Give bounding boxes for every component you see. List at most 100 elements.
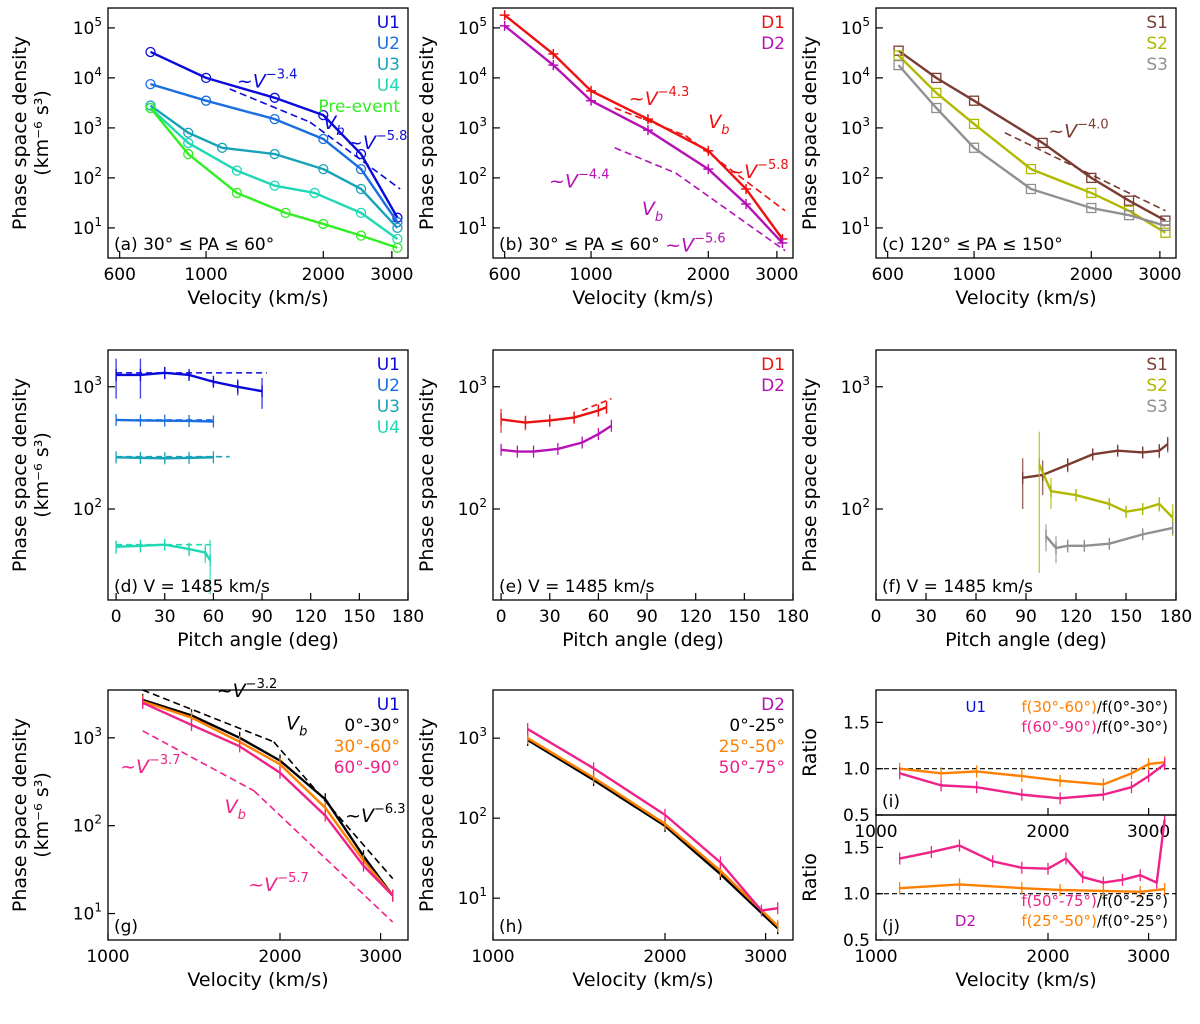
axes-frame bbox=[107, 7, 409, 259]
plot-area-c bbox=[893, 45, 1171, 238]
x-tick-label: 2000 bbox=[1026, 822, 1069, 842]
tick-base: 10 bbox=[841, 219, 863, 239]
tick-exponent: 2 bbox=[862, 496, 870, 510]
data-point bbox=[318, 163, 329, 175]
tick-base: 10 bbox=[458, 809, 480, 829]
plot-area-f bbox=[1021, 431, 1174, 573]
data-point bbox=[741, 199, 752, 210]
data-point bbox=[392, 222, 403, 234]
series-line bbox=[1022, 443, 1169, 479]
legend: D20°-25°25°-50°50°-75° bbox=[719, 695, 785, 778]
x-axis-label: Velocity (km/s) bbox=[955, 287, 1096, 309]
tick-base: 10 bbox=[458, 69, 480, 89]
x-axis-label: Pitch angle (deg) bbox=[945, 629, 1107, 651]
tick-base: 10 bbox=[73, 729, 95, 749]
tick-exponent: 3 bbox=[479, 374, 487, 388]
fit-line bbox=[1004, 132, 1166, 212]
data-point bbox=[318, 218, 329, 230]
series-line bbox=[150, 82, 399, 223]
data-point bbox=[548, 49, 559, 60]
tick-exponent: 5 bbox=[479, 15, 487, 29]
fit-line bbox=[309, 121, 401, 190]
legend-entry: U1 bbox=[377, 13, 400, 33]
legend-label: f(25°-50°) bbox=[1021, 912, 1097, 930]
annotation: Vb bbox=[225, 796, 246, 823]
data-point bbox=[200, 72, 212, 84]
y-axis-units: (km⁻⁶ s³) bbox=[31, 432, 53, 518]
legend-entry: D2 bbox=[761, 376, 785, 396]
annotation: Vb bbox=[323, 112, 344, 139]
plot-area-i bbox=[876, 756, 1176, 805]
series-line bbox=[1038, 464, 1174, 519]
y-tick-label: 102 bbox=[841, 496, 870, 520]
reference-dash bbox=[581, 397, 612, 412]
annotation: ~V−3.4 bbox=[237, 67, 298, 92]
series-line bbox=[527, 728, 778, 912]
y-tick-label: 103 bbox=[73, 374, 102, 398]
y-tick-label: 102 bbox=[73, 813, 102, 837]
axes-frame bbox=[875, 7, 1177, 259]
tick-base: 10 bbox=[458, 729, 480, 749]
x-tick-label: 2000 bbox=[1070, 265, 1113, 285]
tick-exponent: 3 bbox=[479, 115, 487, 129]
x-tick-label: 3000 bbox=[755, 265, 798, 285]
y-tick-label: 102 bbox=[458, 165, 487, 189]
data-point bbox=[231, 165, 243, 176]
legend-suffix: /f(0°-30°) bbox=[1097, 718, 1168, 736]
tick-base: 10 bbox=[458, 169, 480, 189]
panel-label: (h) bbox=[499, 917, 523, 937]
y-tick-label: 103 bbox=[73, 725, 102, 749]
x-axis-label: Velocity (km/s) bbox=[572, 287, 713, 309]
tick-base: 10 bbox=[73, 219, 95, 239]
x-tick-label: 2000 bbox=[1026, 947, 1069, 967]
tick-exponent: 2 bbox=[862, 165, 870, 179]
x-tick-label: 1000 bbox=[854, 947, 897, 967]
legend: f(50°-75°)/f(0°-25°)f(25°-50°)/f(0°-25°)… bbox=[955, 892, 1168, 930]
legend-entry: S2 bbox=[1146, 34, 1168, 54]
tick-exponent: 4 bbox=[94, 65, 102, 79]
tick-base: 10 bbox=[73, 69, 95, 89]
data-point bbox=[1123, 195, 1135, 206]
series-line bbox=[149, 107, 399, 240]
x-tick-label: 60 bbox=[203, 607, 225, 627]
x-tick-label: 60 bbox=[965, 607, 987, 627]
y-tick-label: 103 bbox=[841, 115, 870, 139]
tick-exponent: 3 bbox=[94, 374, 102, 388]
annotation-exponent: −5.6 bbox=[694, 231, 726, 246]
y-tick-label: 1.0 bbox=[843, 885, 870, 905]
annotation-exponent: −5.8 bbox=[376, 129, 408, 144]
x-axis-label: Velocity (km/s) bbox=[572, 969, 713, 991]
legend-title: D2 bbox=[761, 695, 785, 715]
legend-label: f(30°-60°) bbox=[1021, 698, 1097, 716]
data-point bbox=[586, 95, 597, 106]
tick-base: 10 bbox=[841, 169, 863, 189]
fit-line bbox=[142, 690, 275, 743]
data-point bbox=[145, 78, 156, 90]
annotation-main: ~V bbox=[629, 88, 660, 110]
tick-exponent: 2 bbox=[94, 496, 102, 510]
tick-exponent: 1 bbox=[479, 215, 487, 229]
x-tick-label: 60 bbox=[588, 607, 610, 627]
series-line bbox=[149, 107, 398, 249]
y-tick-label: 1.5 bbox=[843, 713, 870, 733]
tick-base: 10 bbox=[458, 19, 480, 39]
plot-area-a bbox=[145, 46, 403, 253]
x-tick-label: 150 bbox=[728, 607, 760, 627]
tick-exponent: 3 bbox=[94, 115, 102, 129]
data-point bbox=[269, 92, 280, 103]
fit-line bbox=[229, 88, 311, 123]
data-point bbox=[355, 207, 367, 218]
tick-base: 10 bbox=[73, 119, 95, 139]
data-point bbox=[355, 183, 367, 195]
x-axis-label: Velocity (km/s) bbox=[187, 969, 328, 991]
tick-base: 10 bbox=[458, 378, 480, 398]
data-point bbox=[968, 142, 980, 153]
x-tick-label: 180 bbox=[777, 607, 809, 627]
legend-entry: U2 bbox=[377, 34, 400, 54]
legend-entry: f(30°-60°)/f(0°-30°) bbox=[1021, 698, 1168, 716]
series-line bbox=[500, 406, 607, 424]
panel-label: (d) V = 1485 km/s bbox=[114, 577, 270, 597]
data-point bbox=[200, 95, 212, 106]
